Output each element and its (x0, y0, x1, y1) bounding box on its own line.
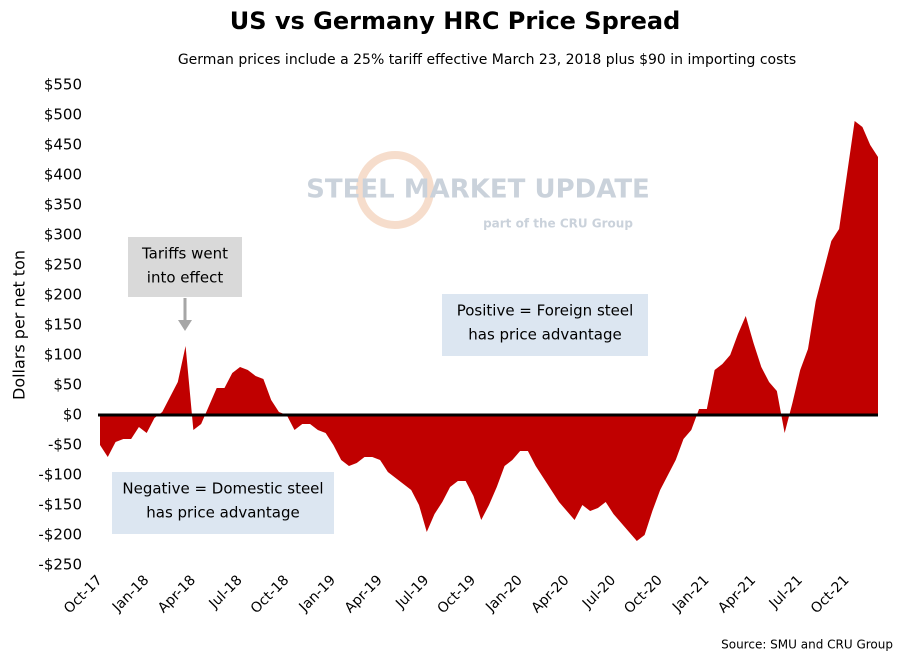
y-tick-label: $50 (53, 376, 82, 394)
y-tick-label: -$200 (38, 526, 82, 544)
source: Source: SMU and CRU Group (721, 638, 893, 652)
y-tick-label: $250 (44, 256, 82, 274)
watermark-logo (356, 151, 434, 229)
chart-subtitle: German prices include a 25% tariff effec… (178, 52, 796, 68)
arrow-head (178, 320, 192, 331)
area (100, 121, 878, 541)
watermark: STEEL MARKET UPDATE part of the CRU Grou… (306, 151, 650, 231)
watermark-text: STEEL MARKET UPDATE (306, 175, 650, 205)
y-tick-label: $550 (44, 76, 82, 94)
y-tick-label: -$150 (38, 496, 82, 514)
annotation-box (128, 237, 242, 297)
y-tick-label: $200 (44, 286, 82, 304)
annotation-text: has price advantage (146, 504, 300, 522)
annotation-box (112, 472, 334, 534)
annotation-text: into effect (147, 269, 224, 287)
annotation-text: has price advantage (468, 326, 622, 344)
y-tick-label: $500 (44, 106, 82, 124)
annotation-text: Positive = Foreign steel (457, 302, 634, 320)
y-tick-label: -$100 (38, 466, 82, 484)
y-tick-label: $100 (44, 346, 82, 364)
annotation-text: Negative = Domestic steel (122, 480, 323, 498)
watermark-text: part of the CRU Group (483, 217, 633, 231)
annotation-box (442, 294, 648, 356)
annotation-text: Tariffs went (141, 245, 228, 263)
y-tick-label: $150 (44, 316, 82, 334)
chart-title: US vs Germany HRC Price Spread (230, 7, 681, 35)
y-tick-label: $450 (44, 136, 82, 154)
y-tick-label: $350 (44, 196, 82, 214)
y-tick-label: -$250 (38, 556, 82, 574)
y-tick-label: $300 (44, 226, 82, 244)
y-tick-label: $0 (63, 406, 82, 424)
y-tick-label: $400 (44, 166, 82, 184)
y-tick-label: -$50 (48, 436, 82, 454)
y-axis-title: Dollars per net ton (10, 250, 29, 400)
